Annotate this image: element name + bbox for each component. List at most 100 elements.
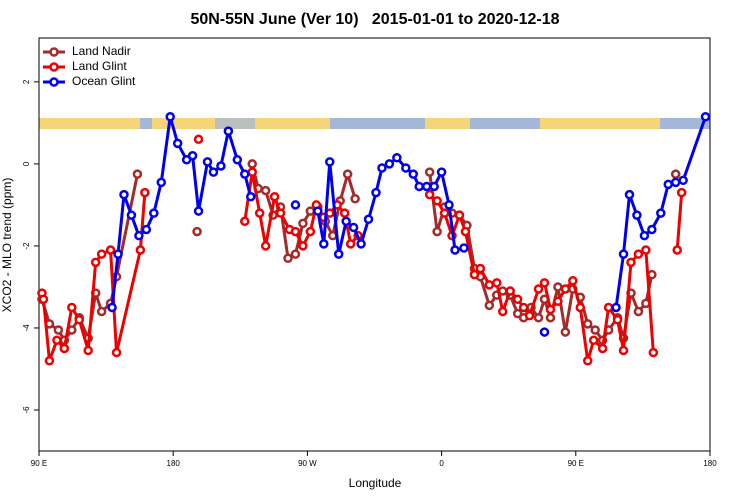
- data-point: [52, 335, 62, 346]
- data-point: [290, 249, 301, 259]
- data-point: [575, 302, 586, 313]
- data-point: [283, 253, 293, 263]
- data-point: [254, 208, 265, 218]
- data-point: [656, 208, 666, 218]
- x-tick-label: 90 E: [568, 459, 584, 468]
- data-point: [432, 196, 442, 206]
- data-point: [149, 208, 159, 218]
- data-point: [492, 278, 502, 288]
- data-point: [414, 181, 424, 192]
- data-point: [524, 310, 535, 321]
- data-point: [132, 169, 143, 179]
- data-point: [553, 296, 563, 307]
- data-point: [342, 169, 353, 179]
- data-point: [533, 312, 544, 323]
- data-point: [424, 189, 435, 200]
- data-point: [545, 304, 556, 315]
- data-point: [582, 356, 593, 366]
- data-point: [240, 169, 250, 179]
- data-point: [384, 159, 395, 169]
- data-point: [134, 230, 144, 241]
- legend-label: Land Nadir: [72, 44, 131, 58]
- data-point: [363, 214, 374, 225]
- data-point: [672, 245, 682, 255]
- data-point: [333, 249, 344, 259]
- data-point: [429, 181, 439, 192]
- data-point: [611, 302, 621, 313]
- data-point: [401, 163, 411, 173]
- data-point: [633, 306, 644, 317]
- data-point: [44, 356, 55, 366]
- data-point: [245, 191, 256, 202]
- data-point: [424, 167, 435, 177]
- data-point: [165, 111, 175, 122]
- data-point: [475, 263, 486, 274]
- data-point: [119, 189, 129, 200]
- data-point: [187, 150, 198, 161]
- y-tick-label: -4: [22, 324, 31, 332]
- data-point: [305, 226, 316, 237]
- data-point: [539, 327, 550, 337]
- data-point: [560, 284, 571, 294]
- x-tick-label: 180: [167, 459, 181, 468]
- data-point: [126, 210, 137, 220]
- data-point: [633, 249, 644, 259]
- data-point: [53, 325, 64, 335]
- data-point: [670, 177, 681, 188]
- data-point: [639, 230, 650, 241]
- data-point: [141, 224, 152, 235]
- data-point: [597, 343, 608, 354]
- data-point: [350, 194, 360, 204]
- data-point: [269, 191, 280, 202]
- data-point: [582, 319, 593, 329]
- data-point: [392, 153, 402, 163]
- data-point: [436, 167, 447, 177]
- data-point: [700, 111, 711, 122]
- data-point: [216, 161, 226, 171]
- data-point: [497, 306, 508, 317]
- data-point: [140, 187, 150, 198]
- land-mask-band: [39, 118, 710, 129]
- data-point: [484, 300, 495, 311]
- data-point: [240, 216, 250, 227]
- data-point: [626, 257, 636, 268]
- y-tick-label: 0: [22, 161, 31, 166]
- data-point: [193, 134, 204, 145]
- data-point: [647, 269, 657, 280]
- data-point: [568, 276, 578, 286]
- data-point: [560, 327, 571, 337]
- data-point: [83, 345, 93, 356]
- data-point: [618, 345, 629, 356]
- data-point: [459, 243, 469, 253]
- data-point: [421, 181, 432, 192]
- data-point: [193, 206, 204, 216]
- data-point: [313, 206, 323, 216]
- data-point: [298, 241, 308, 251]
- data-point: [305, 206, 316, 216]
- data-point: [345, 239, 356, 249]
- data-point: [105, 245, 116, 255]
- data-point: [612, 315, 623, 325]
- data-point: [172, 138, 183, 149]
- chart-title: 50N-55N June (Ver 10) 2015-01-01 to 2020…: [190, 11, 559, 28]
- x-tick-label: 90 W: [298, 459, 317, 468]
- data-point: [107, 302, 117, 313]
- data-point: [90, 257, 101, 268]
- data-point: [469, 269, 480, 280]
- data-point: [341, 216, 351, 227]
- legend-marker: [49, 62, 59, 72]
- data-point: [553, 282, 563, 292]
- data-point: [647, 224, 657, 235]
- data-point: [192, 226, 202, 237]
- data-point: [590, 325, 600, 335]
- data-point: [545, 312, 556, 323]
- data-point: [356, 239, 366, 249]
- data-point: [377, 163, 387, 173]
- data-point: [325, 157, 335, 167]
- data-point: [632, 210, 642, 220]
- data-point: [371, 187, 381, 198]
- data-point: [512, 294, 523, 305]
- data-point: [444, 200, 454, 210]
- data-point: [260, 185, 271, 196]
- data-point: [505, 286, 515, 296]
